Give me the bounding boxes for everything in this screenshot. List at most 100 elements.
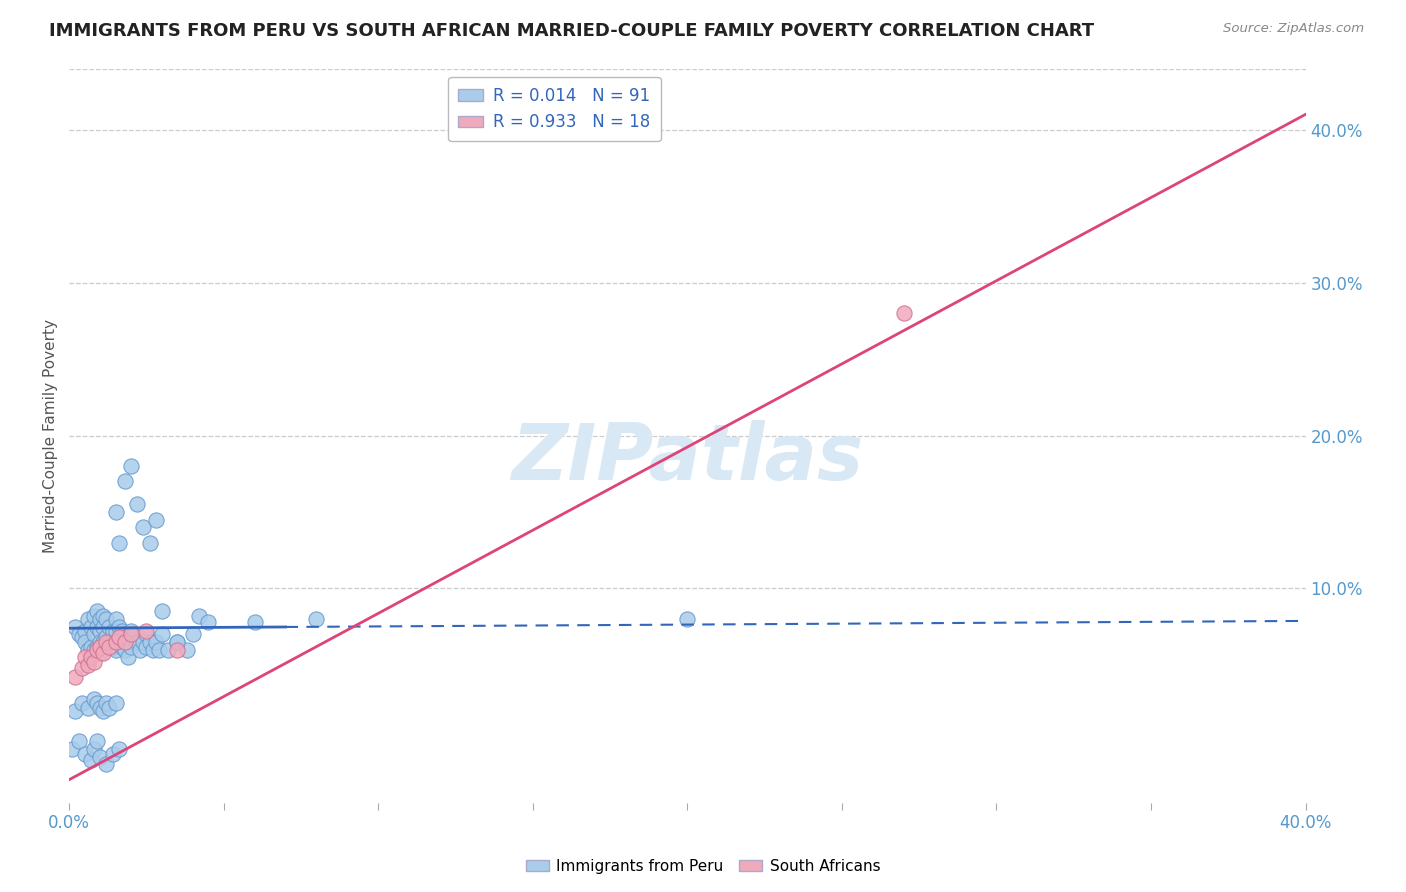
Point [98,700,121,714]
Point [166,635,188,649]
Point [181,627,204,641]
Point [80,620,103,634]
Point [65,670,87,684]
Point [96,631,118,645]
Point [107,635,129,649]
Legend: R = 0.014   N = 91, R = 0.933   N = 18: R = 0.014 N = 91, R = 0.933 N = 18 [449,77,661,141]
Point [107,535,129,549]
Y-axis label: Married-Couple Family Poverty: Married-Couple Family Poverty [44,318,58,552]
Point [86,642,108,657]
Point [83,655,105,669]
Point [65,620,87,634]
Point [91,620,114,634]
Point [86,604,108,618]
Text: IMMIGRANTS FROM PERU VS SOUTH AFRICAN MARRIED-COUPLE FAMILY POVERTY CORRELATION : IMMIGRANTS FROM PERU VS SOUTH AFRICAN MA… [49,22,1094,40]
Point [89,640,111,654]
Point [104,612,127,626]
Point [150,627,173,641]
Point [86,620,108,634]
Point [135,640,157,654]
Point [104,696,127,710]
Point [83,627,105,641]
Point [188,609,211,624]
Point [91,635,114,649]
Point [114,642,136,657]
Point [135,624,157,639]
Point [104,635,127,649]
Point [67,627,90,641]
Point [150,604,173,618]
Point [96,612,118,626]
Point [73,635,96,649]
Point [127,497,149,511]
Point [157,642,180,657]
Point [89,612,111,626]
Point [127,635,149,649]
Point [89,635,111,649]
Point [60,742,83,756]
Point [120,627,142,641]
Point [107,631,129,645]
Point [117,631,139,645]
Point [107,742,129,756]
Point [197,615,219,629]
Point [145,513,167,527]
Point [101,640,124,654]
Point [83,742,105,756]
Point [89,749,111,764]
Point [166,635,188,649]
Point [73,624,96,639]
Point [80,640,103,654]
Point [89,624,111,639]
Point [107,620,129,634]
Point [104,505,127,519]
Point [76,657,98,672]
Point [120,624,142,639]
Point [86,640,108,654]
Point [101,747,124,761]
Point [114,635,136,649]
Point [70,696,93,710]
Point [138,535,160,549]
Point [129,642,152,657]
Point [138,635,160,649]
Point [132,520,155,534]
Point [114,475,136,489]
Point [676,612,699,626]
Legend: Immigrants from Peru, South Africans: Immigrants from Peru, South Africans [520,853,886,880]
Point [65,704,87,718]
Point [176,642,198,657]
Text: Source: ZipAtlas.com: Source: ZipAtlas.com [1223,22,1364,36]
Point [122,627,145,641]
Point [104,624,127,639]
Point [73,747,96,761]
Point [67,734,90,748]
Point [120,459,142,474]
Point [70,661,93,675]
Point [145,635,167,649]
Point [98,635,121,649]
Point [111,640,134,654]
Point [91,646,114,660]
Point [132,635,155,649]
Point [142,642,165,657]
Point [98,640,121,654]
Point [70,631,93,645]
Point [91,704,114,718]
Point [80,753,103,767]
Point [114,627,136,641]
Point [76,700,98,714]
Point [117,650,139,665]
Point [111,624,134,639]
Point [76,612,98,626]
Point [80,650,103,665]
Point [83,642,105,657]
Point [305,612,328,626]
Point [166,642,188,657]
Point [89,700,111,714]
Point [86,696,108,710]
Point [89,646,111,660]
Point [83,691,105,706]
Point [104,642,127,657]
Point [91,609,114,624]
